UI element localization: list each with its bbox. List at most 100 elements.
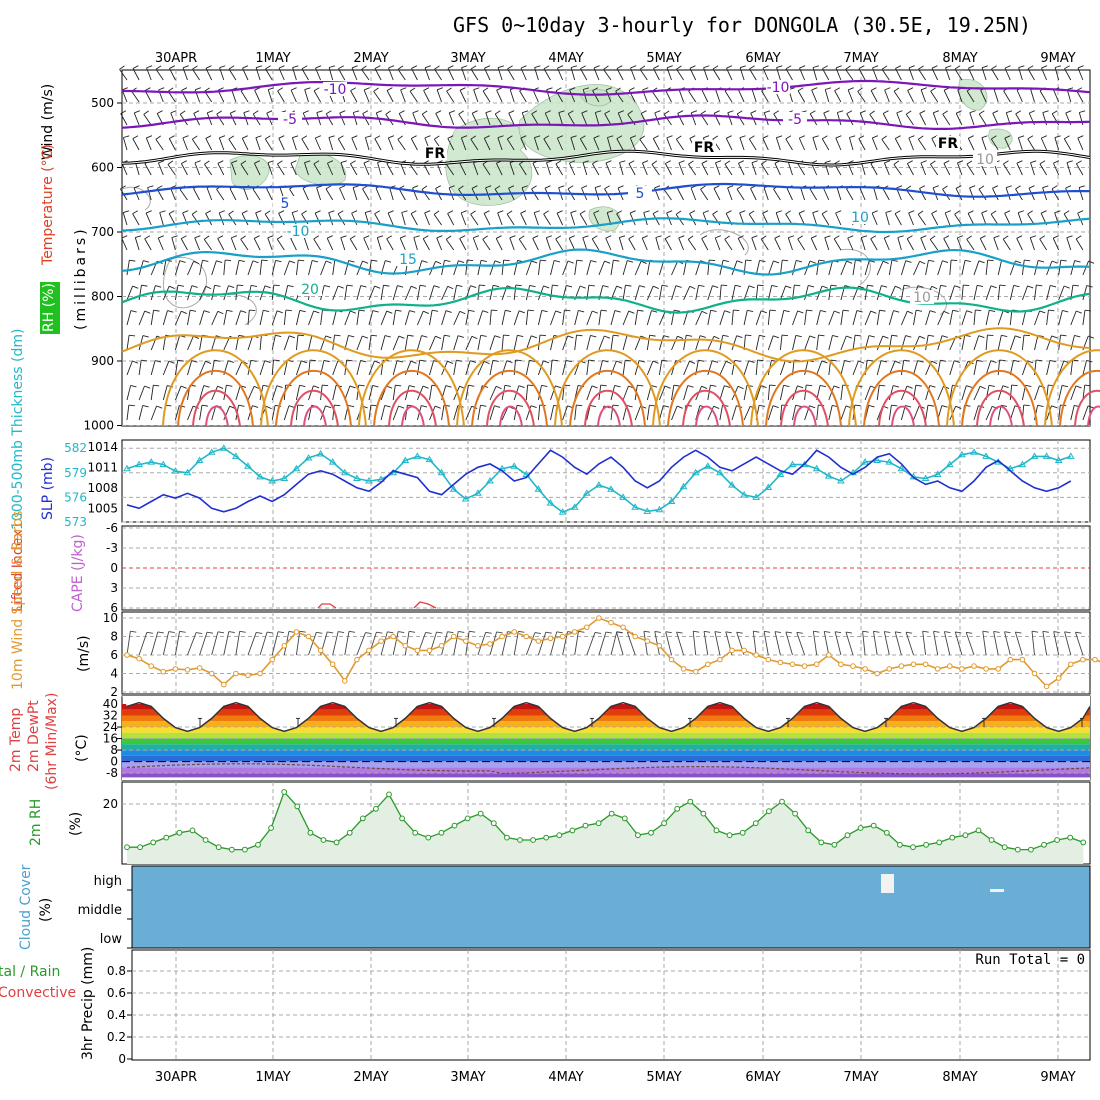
data-point bbox=[713, 827, 720, 834]
isotherm bbox=[358, 349, 465, 427]
data-point bbox=[450, 633, 457, 640]
wind10m-label: 10m Wind Speed & Barbs bbox=[10, 511, 26, 690]
isotherm bbox=[682, 389, 731, 427]
isotherm-label: -10 bbox=[287, 224, 310, 240]
data-point bbox=[656, 642, 663, 649]
isotherm bbox=[1087, 405, 1100, 427]
upper-label-temp: Temperature (°C) bbox=[40, 144, 56, 266]
isotherm bbox=[205, 405, 229, 427]
data-point bbox=[1092, 656, 1098, 663]
cloud-level-label: low bbox=[100, 932, 123, 947]
tick-label: 10 bbox=[103, 611, 118, 625]
tick-label: -3 bbox=[106, 541, 118, 555]
tick-label: -8 bbox=[106, 766, 118, 780]
data-point bbox=[426, 647, 433, 654]
dewpoint2m-series bbox=[126, 763, 1091, 775]
date-label-bottom: 7MAY bbox=[843, 1070, 878, 1085]
wind-barb bbox=[1053, 631, 1060, 656]
data-point bbox=[202, 837, 209, 843]
data-point bbox=[228, 846, 235, 853]
isotherm bbox=[793, 405, 817, 427]
data-point bbox=[857, 825, 864, 831]
data-point bbox=[292, 464, 301, 472]
data-point bbox=[687, 798, 694, 805]
wind-barb bbox=[752, 631, 757, 656]
isotherm bbox=[976, 389, 1025, 427]
isotherm-label: FR bbox=[694, 140, 715, 156]
isotherm bbox=[162, 349, 269, 427]
wind-barb bbox=[714, 631, 721, 656]
data-point bbox=[412, 829, 419, 836]
isotherm-label: FR bbox=[938, 136, 959, 152]
wind-barb bbox=[993, 631, 999, 656]
data-point bbox=[517, 837, 523, 843]
cloud-level-label: middle bbox=[78, 903, 122, 918]
data-point bbox=[390, 633, 397, 640]
data-point bbox=[196, 665, 203, 671]
wind-barb bbox=[954, 631, 963, 656]
data-point bbox=[1054, 456, 1063, 463]
rh-contour bbox=[445, 118, 533, 206]
data-point bbox=[354, 656, 360, 663]
data-point bbox=[674, 805, 681, 812]
data-point bbox=[176, 829, 183, 836]
data-point bbox=[172, 666, 179, 672]
data-point bbox=[680, 666, 687, 672]
data-point bbox=[644, 638, 651, 644]
temp-band bbox=[122, 744, 1090, 751]
data-point bbox=[885, 458, 894, 465]
data-point bbox=[184, 667, 191, 673]
data-point bbox=[333, 839, 340, 846]
rh2m-panel: 20 2m RH (%) bbox=[28, 781, 1091, 865]
tick-label: 1008 bbox=[87, 481, 118, 495]
data-point bbox=[399, 815, 406, 822]
run-total: Run Total = 0 bbox=[975, 952, 1085, 968]
date-label-top: 3MAY bbox=[450, 51, 485, 66]
tick-label: 24 bbox=[103, 720, 118, 734]
data-point bbox=[373, 805, 379, 812]
data-point bbox=[703, 462, 712, 469]
data-point bbox=[425, 455, 434, 463]
data-point bbox=[232, 452, 240, 459]
wind-barb bbox=[271, 631, 279, 656]
date-label-top: 30APR bbox=[155, 51, 197, 66]
data-point bbox=[207, 448, 216, 455]
cloud-panel: high middle low Cloud Cover (%) bbox=[18, 864, 1091, 950]
data-point bbox=[897, 841, 903, 848]
thk-label: 1000-500mb Thickness (dm) bbox=[10, 329, 26, 530]
data-point bbox=[921, 474, 930, 482]
data-point bbox=[257, 670, 263, 677]
data-point bbox=[1014, 846, 1021, 853]
data-point bbox=[870, 822, 877, 829]
data-point bbox=[474, 489, 482, 496]
data-point bbox=[547, 635, 554, 642]
data-point bbox=[342, 678, 348, 684]
li-blip bbox=[317, 603, 337, 609]
isotherm bbox=[388, 389, 437, 427]
data-point bbox=[256, 472, 264, 480]
date-label-top: 8MAY bbox=[942, 51, 977, 66]
data-point bbox=[873, 456, 882, 463]
date-label-bottom: 4MAY bbox=[548, 1070, 583, 1085]
data-point bbox=[189, 827, 196, 834]
lifted-cape-panel: -6 -3 0 3 6 Lifted Index CAPE (J/kg) bbox=[10, 521, 1091, 615]
isotherm bbox=[584, 389, 633, 427]
rh-contour bbox=[518, 84, 645, 163]
isotherm bbox=[1059, 370, 1100, 427]
slp-label: SLP (mb) bbox=[40, 457, 56, 520]
isotherm bbox=[946, 349, 1053, 427]
data-point bbox=[874, 670, 881, 677]
isotherm-label: 20 bbox=[301, 282, 319, 298]
data-point bbox=[691, 468, 700, 476]
wind-barb bbox=[295, 631, 301, 656]
date-label-top: 6MAY bbox=[745, 51, 780, 66]
data-point bbox=[402, 642, 409, 649]
temp-band bbox=[122, 738, 1090, 745]
data-point bbox=[1031, 670, 1038, 677]
wind-barb bbox=[344, 631, 350, 656]
data-point bbox=[570, 503, 579, 510]
data-point bbox=[620, 624, 626, 631]
isotherm bbox=[848, 349, 955, 427]
data-point bbox=[608, 810, 615, 817]
